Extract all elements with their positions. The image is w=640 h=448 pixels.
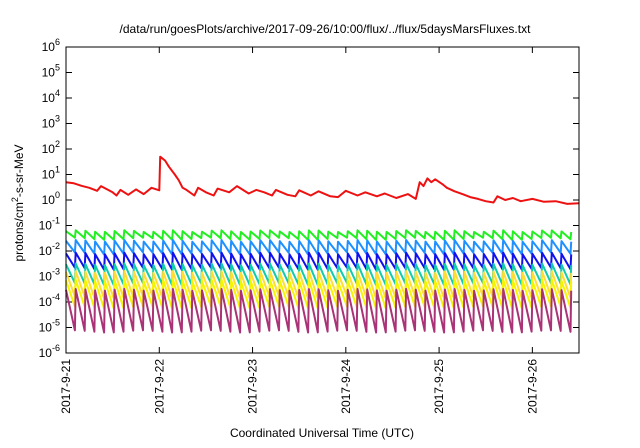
chart-title: /data/run/goesPlots/archive/2017-09-26/1… [120, 22, 532, 36]
y-tick-exponent: -2 [52, 241, 60, 251]
y-tick-label: 105 [42, 63, 60, 80]
y-tick-label: 10-6 [39, 343, 60, 360]
y-tick-exponent: 3 [55, 114, 60, 124]
y-axis-label-pre: protons/cm [12, 202, 26, 261]
y-tick-base: 10 [42, 117, 56, 131]
y-tick-label: 10-3 [39, 267, 60, 284]
y-tick-base: 10 [39, 321, 53, 335]
x-tick-label: 2017-9-25 [432, 359, 446, 414]
y-tick-exponent: -6 [52, 343, 60, 353]
y-tick-label: 102 [42, 139, 60, 156]
x-tick-label: 2017-9-22 [152, 359, 166, 414]
y-tick-label: 104 [42, 88, 60, 105]
y-tick-exponent: 6 [55, 37, 60, 47]
y-axis-label-sup: 2 [10, 197, 20, 202]
y-tick-exponent: -4 [52, 292, 60, 302]
y-tick-base: 10 [42, 168, 56, 182]
y-tick-label: 100 [42, 190, 60, 207]
y-tick-exponent: 4 [55, 88, 60, 98]
y-tick-base: 10 [39, 346, 53, 360]
y-axis-label: protons/cm2-s-sr-MeV [10, 144, 26, 261]
x-tick-label: 2017-9-21 [59, 359, 73, 414]
y-tick-base: 10 [42, 142, 56, 156]
y-tick-base: 10 [39, 244, 53, 258]
y-tick-base: 10 [42, 91, 56, 105]
series-line-1 [65, 155, 580, 205]
y-axis-label-post: -s-sr-MeV [12, 144, 26, 197]
y-tick-label: 101 [42, 165, 60, 182]
series-line-4 [65, 251, 573, 271]
x-tick-label: 2017-9-23 [246, 359, 260, 414]
x-tick-label: 2017-9-24 [339, 359, 353, 414]
y-tick-label: 103 [42, 114, 60, 131]
y-tick-label: 10-4 [39, 292, 60, 309]
y-tick-base: 10 [42, 40, 56, 54]
y-tick-base: 10 [42, 193, 56, 207]
y-tick-exponent: 0 [55, 190, 60, 200]
y-tick-exponent: -1 [52, 216, 60, 226]
y-tick-label: 10-1 [39, 216, 60, 233]
y-tick-base: 10 [39, 270, 53, 284]
y-tick-label: 10-5 [39, 318, 60, 335]
y-tick-label: 10-2 [39, 241, 60, 258]
y-axis-label-text: protons/cm2-s-sr-MeV [10, 144, 26, 261]
y-tick-exponent: -5 [52, 318, 60, 328]
x-axis-ticks: 2017-9-21 2017-9-22 2017-9-23 2017-9-24 2017… [59, 47, 539, 414]
y-tick-label: 106 [42, 37, 60, 54]
y-tick-exponent: 2 [55, 139, 60, 149]
plot-frame [65, 46, 580, 354]
series-group [65, 155, 580, 334]
x-axis-label: Coordinated Universal Time (UTC) [230, 426, 414, 440]
y-tick-base: 10 [39, 295, 53, 309]
series-line-8 [65, 287, 573, 334]
x-tick-label: 2017-9-26 [525, 359, 539, 414]
series-line-3 [65, 239, 573, 256]
y-tick-exponent: -3 [52, 267, 60, 277]
y-tick-base: 10 [42, 66, 56, 80]
y-tick-exponent: 1 [55, 165, 60, 175]
y-tick-base: 10 [39, 219, 53, 233]
series-line-2 [65, 229, 573, 241]
y-tick-exponent: 5 [55, 63, 60, 73]
